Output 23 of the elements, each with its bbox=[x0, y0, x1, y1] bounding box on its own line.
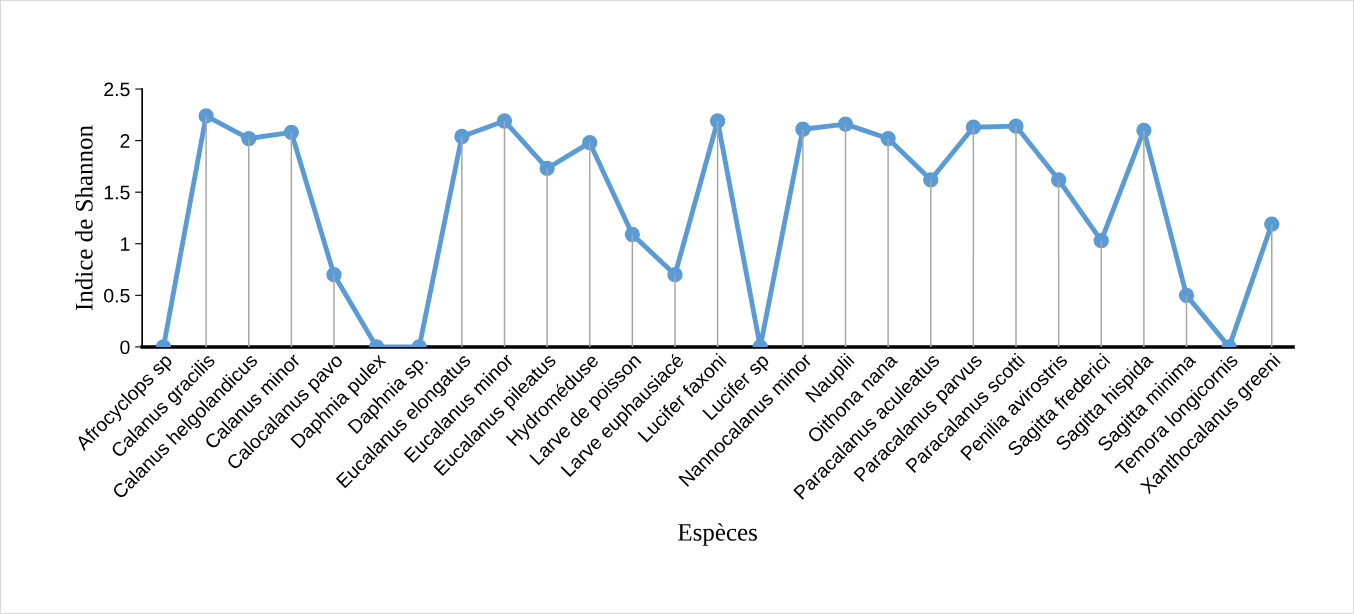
point bbox=[965, 119, 982, 135]
y-tick-label: 2.5 bbox=[104, 82, 130, 97]
point bbox=[1050, 172, 1067, 188]
point bbox=[880, 130, 896, 147]
point bbox=[923, 172, 939, 188]
point bbox=[198, 108, 214, 124]
point bbox=[1008, 118, 1024, 134]
y-tick-label: 1 bbox=[121, 237, 130, 251]
point bbox=[709, 113, 726, 129]
point bbox=[539, 160, 555, 177]
y-tick-label: 0.5 bbox=[104, 288, 130, 303]
point bbox=[283, 124, 300, 140]
y-axis-title: Indice de Shannon bbox=[75, 125, 93, 311]
point bbox=[454, 128, 470, 145]
point bbox=[582, 135, 598, 151]
point bbox=[837, 116, 854, 132]
point bbox=[241, 130, 257, 147]
y-tick-label: 1.5 bbox=[104, 185, 130, 200]
point bbox=[624, 226, 641, 243]
y-tick-label: 2 bbox=[120, 134, 130, 148]
x-axis-title: Espèces bbox=[678, 523, 757, 546]
point bbox=[496, 113, 513, 129]
y-tick-label: 0 bbox=[120, 340, 130, 355]
